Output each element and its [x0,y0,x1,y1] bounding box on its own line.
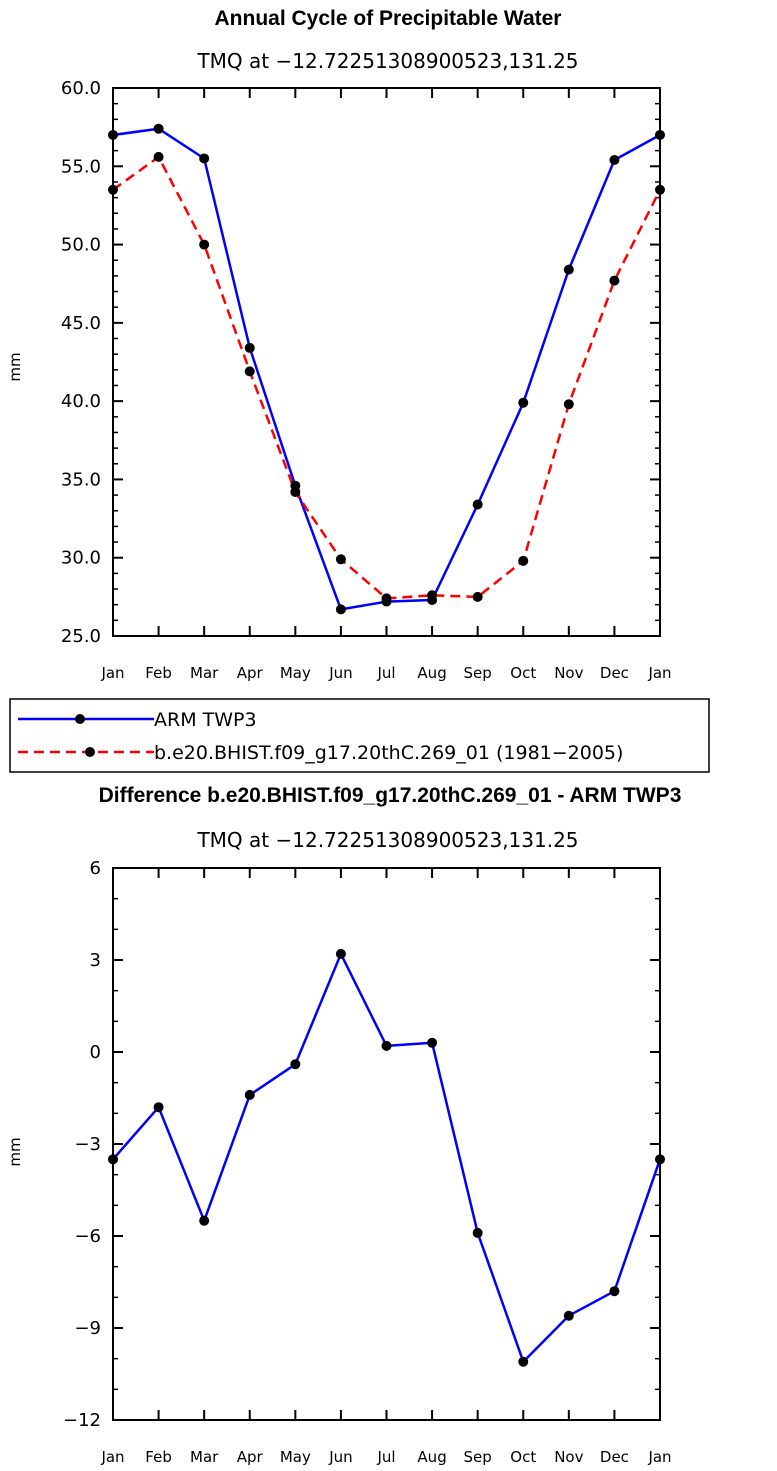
data-point-series-1 [199,239,210,250]
x-tick-label: Jan [100,664,124,682]
series-line-0 [112,127,661,611]
y-tick-label: −12 [63,1410,101,1431]
y-tick-label: 3 [90,950,101,971]
data-point-series-0 [108,1154,118,1165]
data-point-series-0 [153,123,164,134]
data-point-series-1 [381,593,392,604]
data-point-series-1 [108,184,118,195]
y-tick-label: 45.0 [61,313,101,334]
y-tick-label: 50.0 [61,235,101,256]
data-point-series-0 [244,342,255,353]
y-tick-label: 25.0 [61,626,101,647]
data-point-series-1 [335,554,346,565]
series-line-1 [112,155,662,600]
y-tick-label: 30.0 [61,548,101,569]
data-point-series-0 [153,1102,164,1113]
data-point-series-0 [290,1059,301,1070]
x-tick-label: Jul [376,1448,395,1466]
legend-entry-model: b.e20.BHIST.f09_g17.20thC.269_01 (1981−2… [18,742,623,764]
y-tick-label: 35.0 [61,469,101,490]
data-point-series-0 [518,1356,529,1367]
x-tick-label: Feb [145,664,172,682]
data-point-series-0 [472,499,483,510]
data-point-series-1 [609,275,620,286]
x-tick-label: May [280,664,311,682]
data-point-series-0 [335,604,346,615]
x-tick-label: Nov [554,1448,583,1466]
x-tick-label: Nov [554,664,583,682]
data-point-series-1 [655,184,665,195]
series-line-0 [112,952,662,1363]
data-point-series-0 [381,1040,392,1051]
x-tick-label: Jun [328,1448,352,1466]
data-point-series-1 [518,555,529,566]
data-point-series-1 [244,366,255,377]
x-tick-label: Aug [417,664,446,682]
data-point-series-1 [563,399,574,410]
data-point-series-0 [199,1215,210,1226]
data-point-series-0 [199,153,210,164]
data-point-series-0 [655,1154,665,1165]
y-tick-label: 0 [90,1042,101,1063]
chart-title: Difference b.e20.BHIST.f09_g17.20thC.269… [99,784,682,807]
x-tick-label: Apr [237,664,264,682]
y-tick-label: 6 [90,858,101,879]
x-tick-label: Dec [600,1448,629,1466]
data-point-series-0 [244,1089,255,1100]
plot-frame [112,867,661,1421]
x-tick-label: Dec [600,664,629,682]
legend-marker-model [85,747,95,757]
annual-cycle-chart: Annual Cycle of Precipitable Water TMQ a… [6,7,672,682]
data-point-series-0 [655,129,665,140]
chart-title: Annual Cycle of Precipitable Water [215,7,562,30]
data-point-series-0 [609,1286,620,1297]
x-tick-label: Jun [328,664,352,682]
data-point-series-1 [427,590,438,601]
x-tick-label: Feb [145,1448,172,1466]
legend-label-model: b.e20.BHIST.f09_g17.20thC.269_01 (1981−2… [154,742,623,764]
legend-entry-arm: ARM TWP3 [18,709,257,731]
x-tick-label: May [280,1448,311,1466]
y-tick-label: −3 [74,1134,101,1155]
y-tick-label: 60.0 [61,78,101,99]
x-tick-label: Sep [464,1448,492,1466]
legend-label-arm: ARM TWP3 [154,709,257,731]
data-point-series-0 [108,129,118,140]
data-point-series-1 [290,486,301,497]
y-axis-label: mm [6,352,24,381]
x-tick-label: Oct [510,1448,536,1466]
chart-subtitle: TMQ at −12.72251308900523,131.25 [196,49,578,73]
data-point-series-0 [427,1037,438,1048]
data-point-series-1 [472,591,483,602]
plot-frame [112,87,661,637]
x-tick-label: Jan [647,1448,671,1466]
data-point-series-1 [153,151,164,162]
x-tick-label: Mar [190,664,219,682]
x-tick-label: Oct [510,664,536,682]
data-point-series-0 [609,155,620,166]
legend: ARM TWP3 b.e20.BHIST.f09_g17.20thC.269_0… [9,698,710,773]
data-point-series-0 [472,1227,483,1238]
y-tick-label: −9 [74,1318,101,1339]
x-tick-label: Jan [647,664,671,682]
y-tick-label: −6 [74,1226,101,1247]
y-axis-label: mm [6,1137,24,1166]
data-point-series-0 [335,948,346,959]
data-point-series-0 [563,1310,574,1321]
data-point-series-0 [518,397,529,408]
legend-box [9,698,710,773]
x-tick-label: Jan [100,1448,124,1466]
y-tick-label: 55.0 [61,156,101,177]
x-tick-label: Jul [376,664,395,682]
x-tick-label: Sep [464,664,492,682]
y-tick-label: 40.0 [61,391,101,412]
difference-chart: Difference b.e20.BHIST.f09_g17.20thC.269… [6,784,681,1466]
chart-subtitle: TMQ at −12.72251308900523,131.25 [196,828,578,852]
x-tick-label: Apr [237,1448,264,1466]
x-tick-label: Mar [190,1448,219,1466]
x-tick-label: Aug [417,1448,446,1466]
legend-marker-arm [75,714,85,724]
data-point-series-0 [563,264,574,275]
